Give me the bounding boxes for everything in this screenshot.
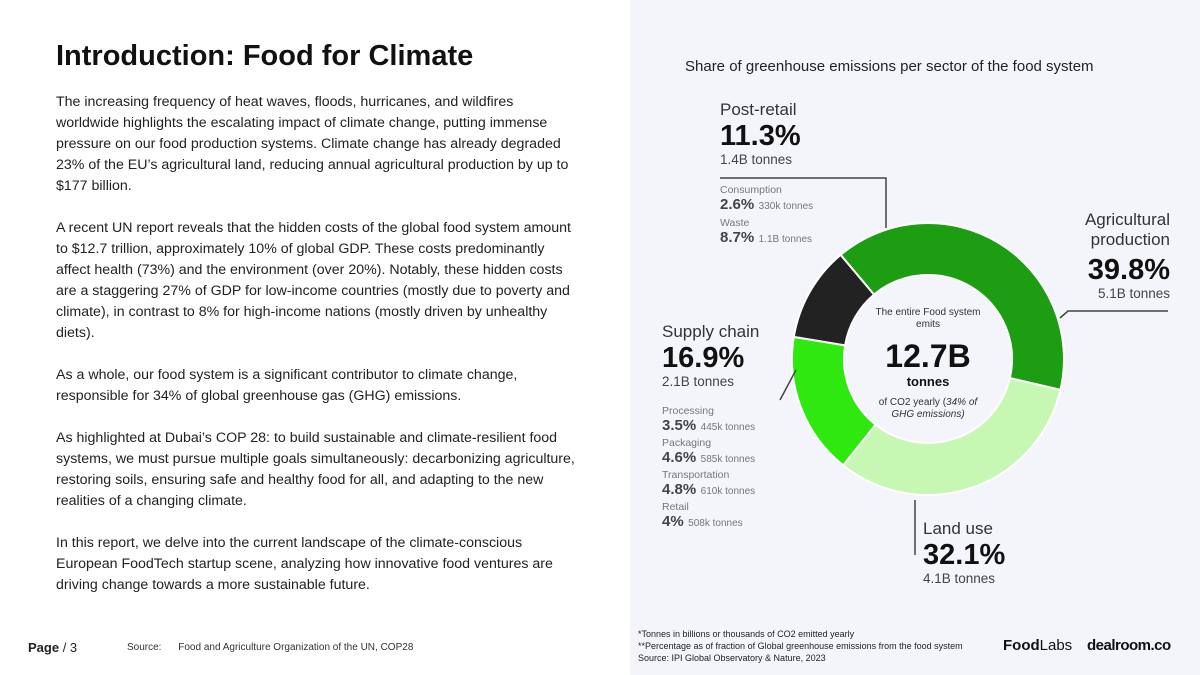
- slice-pct: 16.9%: [662, 342, 745, 374]
- chart-panel: [630, 0, 1200, 675]
- breakdown-name: Retail: [662, 501, 689, 513]
- breakdown-amount: 508k tonnes: [688, 518, 743, 529]
- center-value: 12.7B: [885, 338, 971, 374]
- slice-name: Post-retail: [720, 100, 797, 119]
- donut-slice-land-use: [841, 376, 1062, 496]
- breakdown-pct: 3.5%: [662, 417, 697, 434]
- paragraph: The increasing frequency of heat waves, …: [56, 94, 569, 194]
- slice-pct: 32.1%: [923, 539, 1006, 571]
- breakdown-name: Waste: [720, 217, 750, 229]
- donut-slice-agricultural-production: [839, 222, 1065, 392]
- leader-lines: [720, 177, 1168, 555]
- center-line3-italic: 34% of GHG emissions): [891, 397, 978, 420]
- breakdown-amount: 585k tonnes: [700, 454, 756, 465]
- footnote: **Percentage as of fraction of Global gr…: [638, 641, 963, 651]
- leader-supply-chain: [779, 369, 797, 401]
- paragraph: In this report, we delve into the curren…: [56, 535, 553, 593]
- breakdown-amount: 610k tonnes: [700, 486, 756, 497]
- dealroom-logo: dealroom.co: [1087, 637, 1171, 654]
- breakdown-name: Consumption: [720, 184, 782, 196]
- page-number: / 3: [62, 640, 78, 655]
- breakdown-pct: 4%: [662, 513, 684, 530]
- slice-pct: 11.3%: [720, 120, 801, 152]
- breakdown-name: Packaging: [662, 437, 712, 449]
- supply-chain-breakdown: Processing 3.5% 445k tonnes Packaging 4.…: [662, 405, 755, 531]
- center-line3: of CO2 yearly (34% of GHG emissions): [868, 397, 988, 421]
- breakdown-pct: 2.6%: [720, 196, 755, 213]
- slice-name: Agricultural production: [1084, 210, 1170, 249]
- slice-amount: 5.1B tonnes: [1097, 286, 1170, 301]
- breakdown-name: Transportation: [662, 469, 730, 481]
- label-agricultural-production: Agricultural production 39.8% 5.1B tonne…: [1040, 210, 1170, 301]
- chart-title: Share of greenhouse emissions per sector…: [685, 58, 1094, 75]
- center-unit: tonnes: [906, 374, 950, 389]
- footnote: *Tonnes in billions or thousands of CO2 …: [638, 629, 855, 639]
- intro-body: The increasing frequency of heat waves, …: [56, 92, 576, 617]
- post-retail-breakdown: Consumption 2.6% 330k tonnes Waste 8.7% …: [720, 184, 813, 247]
- leader-post-retail: [720, 177, 887, 228]
- label-land-use: Land use 32.1% 4.1B tonnes: [923, 519, 1005, 586]
- page-label: Page: [28, 640, 60, 655]
- donut-slice-post-retail: [792, 253, 876, 347]
- breakdown-pct: 4.6%: [662, 449, 697, 466]
- breakdown-pct: 8.7%: [720, 229, 755, 246]
- slice-name: Land use: [923, 519, 993, 538]
- breakdown-amount: 445k tonnes: [700, 422, 756, 433]
- slice-amount: 4.1B tonnes: [923, 571, 996, 586]
- breakdown-amount: 1.1B tonnes: [758, 234, 813, 245]
- source-label: Source:: [127, 642, 162, 653]
- breakdown-pct: 4.8%: [662, 481, 697, 498]
- leader-agricultural: [1059, 310, 1168, 319]
- breakdown-amount: 330k tonnes: [758, 201, 814, 212]
- label-post-retail: Post-retail 11.3% 1.4B tonnes: [720, 100, 801, 167]
- slice-amount: 1.4B tonnes: [720, 152, 793, 167]
- foodlabs-logo-light: Labs: [1039, 637, 1073, 654]
- page-title: Introduction: Food for Climate: [56, 40, 474, 72]
- breakdown-name: Processing: [662, 405, 714, 417]
- center-line3-text: of CO2 yearly (: [878, 397, 947, 408]
- slice-pct: 39.8%: [1087, 254, 1170, 286]
- text-panel: [0, 0, 630, 675]
- paragraph: As highlighted at Dubai’s COP 28: to bui…: [56, 430, 575, 509]
- source-note: Source: Food and Agriculture Organizatio…: [127, 642, 413, 653]
- footnote: Source: IPI Global Observatory & Nature,…: [638, 653, 826, 663]
- foodlabs-logo-bold: Food: [1003, 637, 1040, 654]
- foodlabs-logo: FoodLabs: [1003, 637, 1072, 654]
- paragraph: A recent UN report reveals that the hidd…: [56, 220, 571, 341]
- page-indicator: Page / 3: [28, 640, 77, 655]
- center-line1: The entire Food system emits: [875, 307, 981, 330]
- chart-footnotes: *Tonnes in billions or thousands of CO2 …: [638, 628, 963, 664]
- donut-center: The entire Food system emits 12.7B tonne…: [868, 307, 988, 421]
- slice-name: Supply chain: [662, 322, 760, 341]
- slice-amount: 2.1B tonnes: [662, 374, 735, 389]
- source-text: Food and Agriculture Organization of the…: [178, 642, 414, 653]
- label-supply-chain: Supply chain 16.9% 2.1B tonnes: [662, 322, 759, 389]
- paragraph: As a whole, our food system is a signifi…: [56, 367, 518, 404]
